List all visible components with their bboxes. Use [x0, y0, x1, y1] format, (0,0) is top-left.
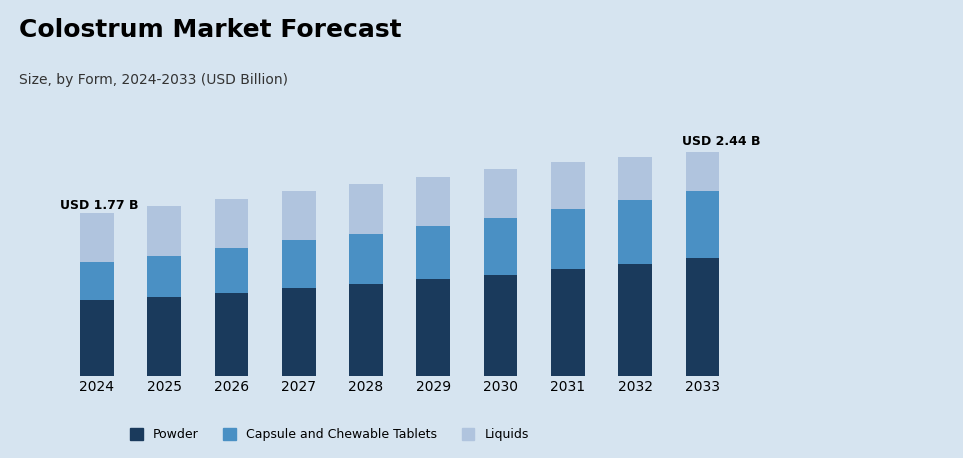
Bar [350, 234, 383, 284]
Bar [282, 288, 316, 376]
Bar [483, 169, 517, 218]
Bar [618, 264, 652, 376]
Bar [282, 191, 316, 240]
Bar [215, 248, 248, 293]
Bar [282, 240, 316, 288]
Text: USD 1.77 B: USD 1.77 B [60, 199, 139, 212]
Bar [147, 206, 181, 256]
Legend: Powder, Capsule and Chewable Tablets, Liquids: Powder, Capsule and Chewable Tablets, Li… [125, 423, 534, 446]
Bar [686, 152, 719, 191]
Bar [80, 262, 114, 300]
Bar [483, 218, 517, 275]
Bar [551, 269, 585, 376]
Text: USD 2.44 B: USD 2.44 B [682, 135, 761, 148]
Bar [686, 258, 719, 376]
Text: Size, by Form, 2024-2033 (USD Billion): Size, by Form, 2024-2033 (USD Billion) [19, 73, 288, 87]
Bar [147, 256, 181, 297]
Bar [416, 177, 450, 226]
Text: Colostrum Market Forecast: Colostrum Market Forecast [19, 18, 402, 42]
Bar [686, 191, 719, 258]
Bar [483, 275, 517, 376]
Bar [618, 200, 652, 264]
Bar [416, 279, 450, 376]
Bar [416, 226, 450, 279]
Bar [551, 162, 585, 209]
Bar [215, 199, 248, 248]
Bar [80, 213, 114, 262]
Bar [350, 184, 383, 234]
Bar [618, 157, 652, 200]
Bar [80, 300, 114, 376]
Bar [350, 284, 383, 376]
Bar [551, 209, 585, 269]
Bar [215, 293, 248, 376]
Bar [147, 297, 181, 376]
